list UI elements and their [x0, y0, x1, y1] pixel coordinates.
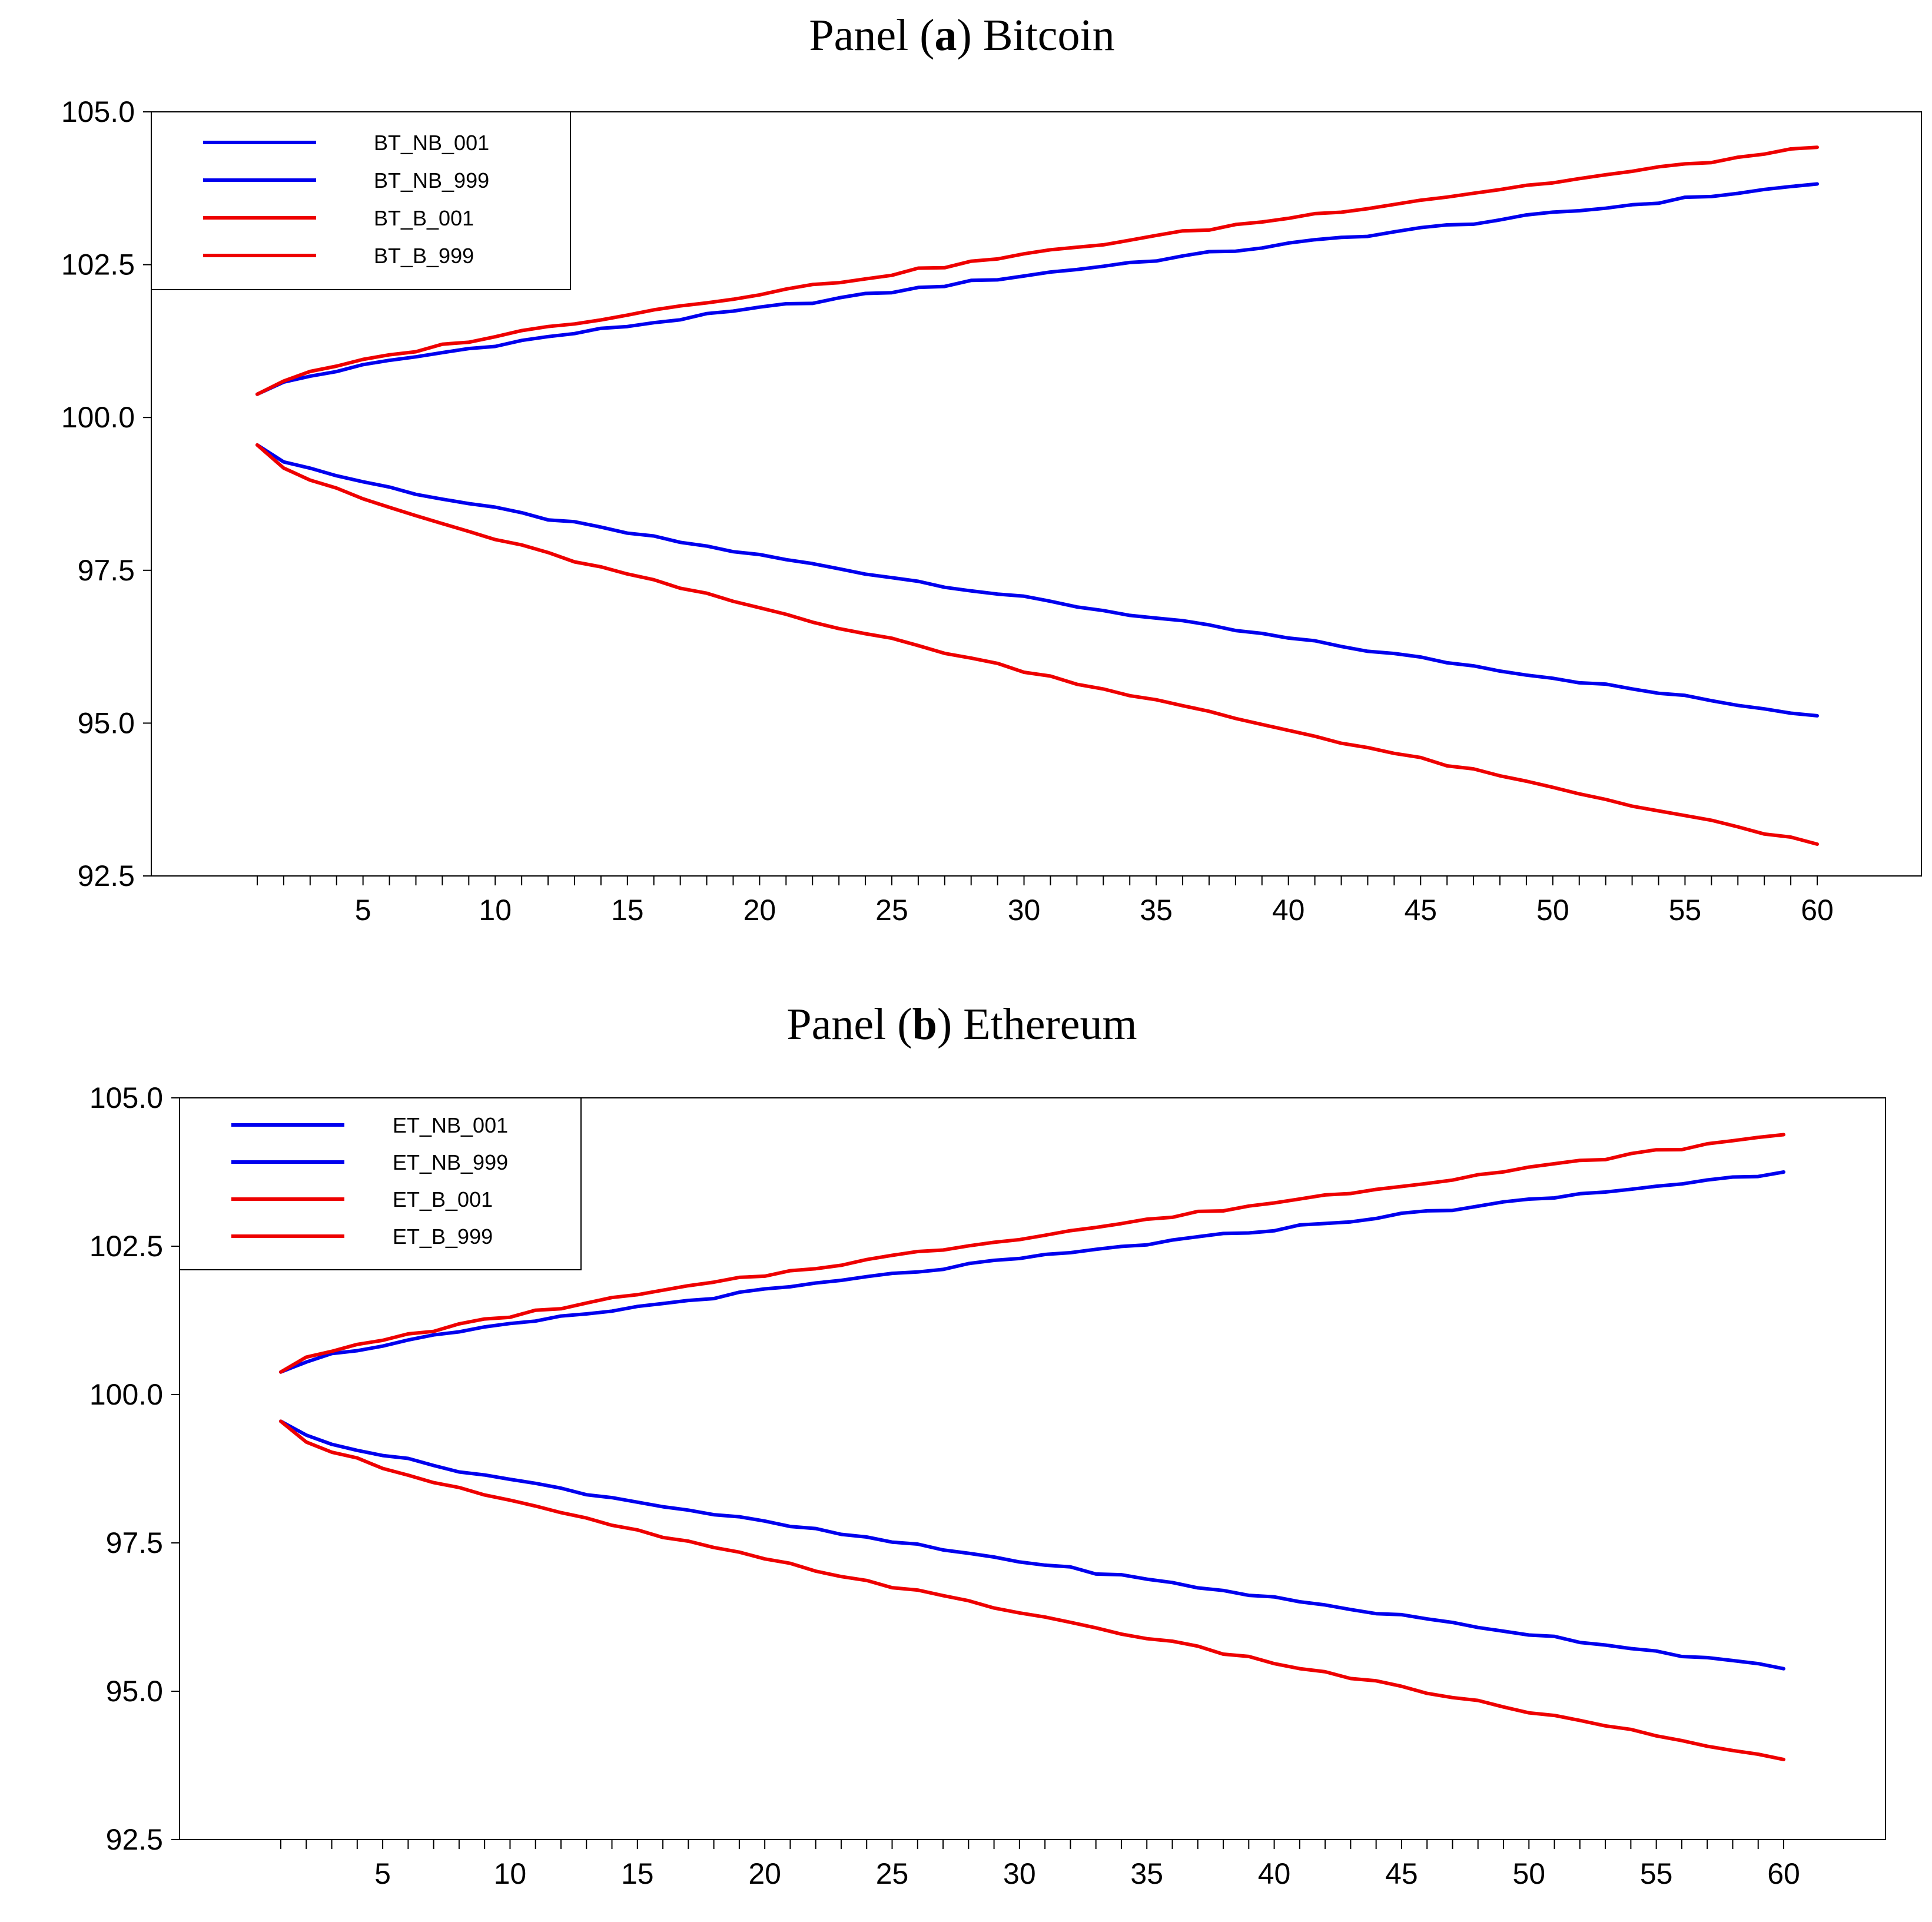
legend-label: BT_NB_999 [374, 168, 489, 192]
legend-label: ET_B_999 [393, 1224, 493, 1249]
y-tick-label: 95.0 [78, 706, 135, 739]
x-tick-label: 60 [1801, 894, 1834, 927]
x-tick-label: 55 [1640, 1857, 1673, 1890]
legend: ET_NB_001 ET_NB_999 ET_B_001 ET_B_999 [179, 1097, 582, 1270]
x-tick-label: 5 [374, 1857, 391, 1890]
panel-b: Panel (b) Ethereum 105.0 102.5 100.0 97.5 95.… [89, 1000, 1886, 1890]
legend-box [151, 111, 571, 290]
x-tick-label: 20 [748, 1857, 781, 1890]
x-tick-label: 45 [1404, 894, 1437, 927]
x-tick-label: 15 [621, 1857, 654, 1890]
x-tick-label: 25 [875, 894, 908, 927]
panel-title: Panel (b) Ethereum [786, 1000, 1137, 1049]
series-line-et-b-001 [279, 1419, 1785, 1761]
x-tick-label: 40 [1258, 1857, 1291, 1890]
legend-label: BT_B_999 [374, 244, 474, 268]
legend-label: BT_NB_001 [374, 131, 489, 155]
panel-a: Panel (a) Bitcoin 105.0 102.5 100.0 97.5 95.0… [61, 11, 1922, 927]
y-tick-label: 105.0 [89, 1081, 163, 1114]
series-line-bt-nb-999 [255, 182, 1819, 396]
y-tick-label: 97.5 [106, 1526, 163, 1559]
x-tick-label: 35 [1130, 1857, 1163, 1890]
y-tick-label: 95.0 [106, 1675, 163, 1708]
x-tick-label: 5 [355, 894, 371, 927]
y-tick-label: 97.5 [78, 554, 135, 587]
series-line-bt-nb-001 [255, 443, 1819, 718]
x-tick-label: 15 [611, 894, 644, 927]
legend-box [179, 1097, 582, 1270]
series-line-bt-b-001 [255, 443, 1819, 846]
legend: BT_NB_001 BT_NB_999 BT_B_001 BT_B_999 [151, 111, 571, 290]
plot-frame [151, 111, 1922, 877]
y-tick-label: 105.0 [61, 95, 135, 128]
series-line-bt-b-999 [255, 145, 1819, 396]
legend-label: ET_NB_999 [393, 1150, 508, 1174]
legend-label: BT_B_001 [374, 206, 474, 230]
x-tick-label: 10 [479, 894, 512, 927]
x-tick-label: 30 [1003, 1857, 1036, 1890]
y-tick-label: 92.5 [78, 859, 135, 892]
x-tick-label: 30 [1008, 894, 1041, 927]
series-line-et-nb-001 [279, 1419, 1785, 1671]
x-tick-label: 50 [1536, 894, 1569, 927]
x-tick-label: 60 [1767, 1857, 1800, 1890]
x-tick-label: 55 [1669, 894, 1702, 927]
series-line-et-nb-999 [279, 1170, 1785, 1374]
y-tick-label: 102.5 [89, 1230, 163, 1263]
x-tick-label: 20 [743, 894, 776, 927]
x-tick-label: 40 [1272, 894, 1305, 927]
y-tick-label: 100.0 [61, 401, 135, 434]
x-tick-label: 50 [1512, 1857, 1545, 1890]
x-tick-label: 25 [876, 1857, 909, 1890]
series-line-et-b-999 [279, 1133, 1785, 1374]
x-tick-label: 45 [1385, 1857, 1418, 1890]
y-tick-label: 92.5 [106, 1823, 163, 1856]
y-tick-label: 100.0 [89, 1378, 163, 1411]
x-tick-label: 35 [1140, 894, 1173, 927]
panel-title: Panel (a) Bitcoin [809, 11, 1114, 60]
legend-label: ET_NB_001 [393, 1113, 508, 1137]
y-tick-label: 102.5 [61, 248, 135, 281]
plot-frame [179, 1097, 1886, 1840]
legend-label: ET_B_001 [393, 1187, 493, 1211]
x-tick-label: 10 [494, 1857, 527, 1890]
